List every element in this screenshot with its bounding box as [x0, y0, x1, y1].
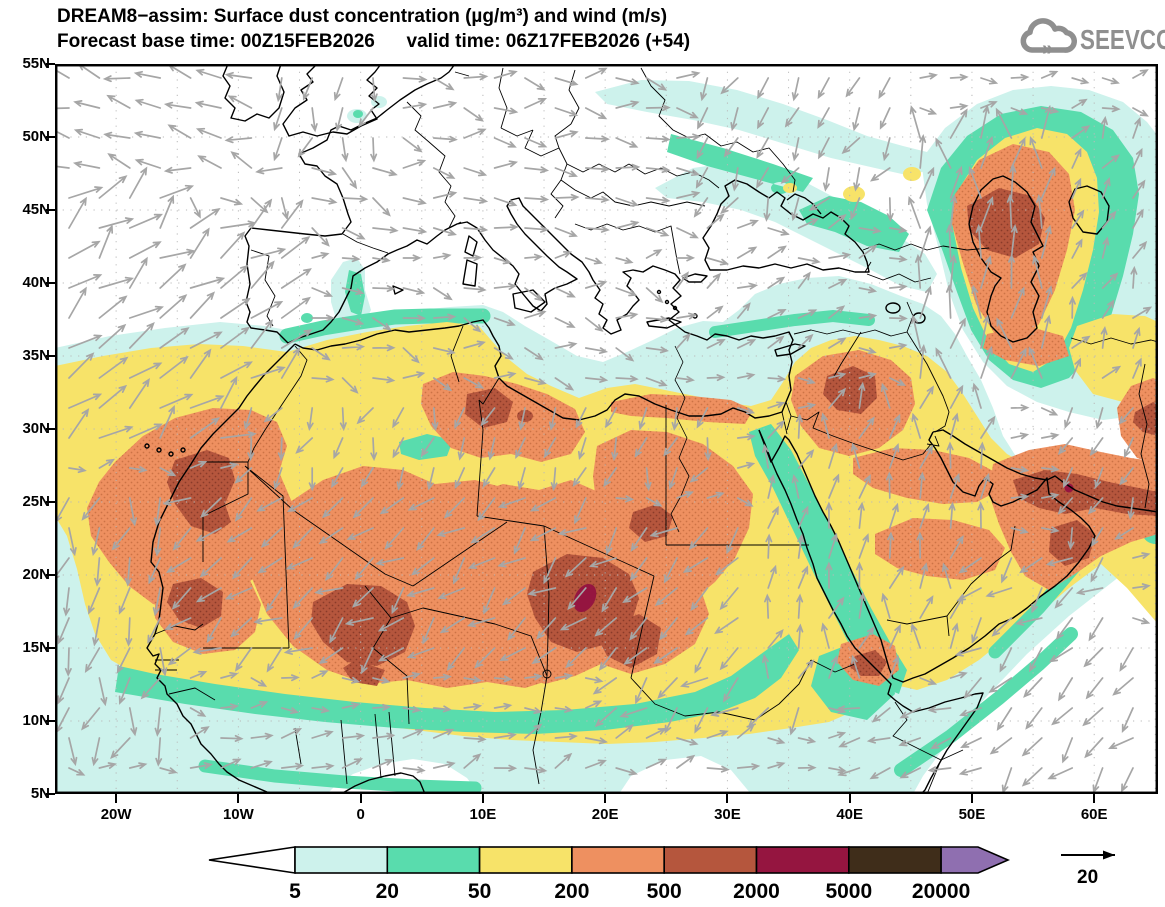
lon-label: 10E: [469, 806, 497, 823]
lon-label: 0: [356, 806, 365, 823]
lon-label: 10W: [222, 806, 254, 823]
wind-reference-arrow: 20: [1061, 850, 1115, 888]
svg-text:5: 5: [289, 880, 301, 903]
lat-tick: [46, 574, 55, 576]
graticule: [55, 64, 1158, 794]
lat-tick: [46, 282, 55, 284]
lat-label: 40N: [22, 274, 50, 291]
lat-label: 15N: [22, 639, 50, 656]
lat-tick: [46, 720, 55, 722]
lon-tick: [237, 794, 240, 803]
lat-tick: [46, 793, 55, 795]
svg-text:»: »: [1042, 38, 1053, 60]
svg-text:500: 500: [647, 880, 682, 903]
lon-tick: [1093, 794, 1096, 803]
lon-tick: [604, 794, 607, 803]
lat-tick: [46, 428, 55, 430]
logo-text: SEEVCCC: [1080, 24, 1165, 55]
lon-label: 20W: [100, 806, 132, 823]
lat-label: 35N: [22, 347, 50, 364]
lon-label: 60E: [1080, 806, 1108, 823]
svg-text:2000: 2000: [733, 880, 780, 903]
forecast-times: Forecast base time: 00Z15FEB2026 valid t…: [57, 31, 691, 52]
lat-label: 45N: [22, 201, 50, 218]
lon-tick: [848, 794, 851, 803]
wind-reference-value: 20: [1077, 867, 1098, 888]
lon-tick: [726, 794, 729, 803]
seevccc-logo: » SEEVCCC: [1016, 16, 1165, 62]
svg-text:20000: 20000: [912, 880, 970, 903]
lon-label: 40E: [836, 806, 864, 823]
lat-tick: [46, 647, 55, 649]
map-canvas: [55, 64, 1158, 794]
lat-label: 5N: [30, 785, 50, 802]
svg-text:20: 20: [376, 880, 399, 903]
lat-tick: [46, 136, 55, 138]
lon-label: 50E: [958, 806, 986, 823]
lat-label: 55N: [22, 55, 50, 72]
lat-tick: [46, 355, 55, 357]
svg-text:50: 50: [468, 880, 491, 903]
lon-tick: [359, 794, 362, 803]
lat-label: 20N: [22, 566, 50, 583]
lat-tick: [46, 209, 55, 211]
lat-label: 25N: [22, 493, 50, 510]
lat-label: 30N: [22, 420, 50, 437]
svg-text:200: 200: [554, 880, 589, 903]
page-title: DREAM8−assim: Surface dust concentration…: [57, 6, 668, 27]
lon-label: 30E: [714, 806, 741, 823]
colorbar: 5 20 50 200 500 2000 5000 20000: [208, 846, 1011, 903]
lat-label: 50N: [22, 128, 50, 145]
wind-vectors: [55, 64, 1153, 794]
lon-tick: [970, 794, 973, 803]
lat-label: 10N: [22, 712, 50, 729]
lat-tick: [46, 63, 55, 65]
lat-tick: [46, 501, 55, 503]
lon-tick: [115, 794, 118, 803]
lon-tick: [481, 794, 484, 803]
cloud-icon: »: [1020, 18, 1077, 60]
lon-label: 20E: [591, 806, 619, 823]
map-frame: [55, 64, 1158, 794]
svg-text:5000: 5000: [825, 880, 872, 903]
